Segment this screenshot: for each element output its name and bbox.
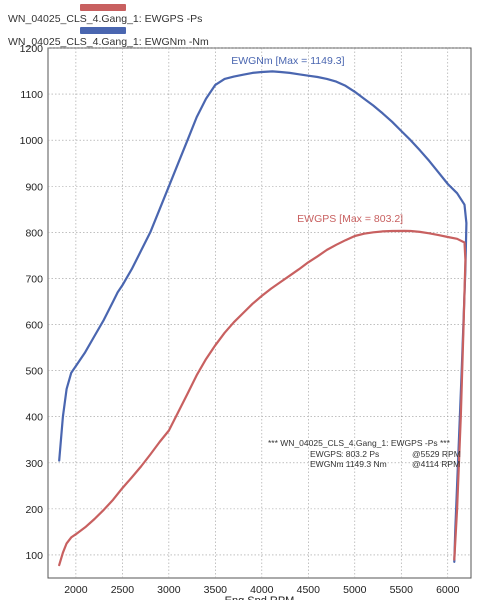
y-tick-label: 1000 (20, 135, 44, 147)
x-tick-label: 2500 (111, 584, 135, 596)
y-tick-label: 700 (25, 273, 43, 285)
x-tick-label: 2000 (64, 584, 88, 596)
y-tick-label: 500 (25, 366, 43, 378)
y-tick-label: 1100 (20, 89, 43, 101)
y-tick-label: 600 (25, 320, 43, 332)
stats-name-ewgps: EWGPS (310, 448, 342, 459)
stats-at-ewgps: @5529 RPM (412, 448, 461, 459)
stats-value-ewgps: : 803.2 Ps (341, 448, 380, 459)
x-tick-label: 5000 (343, 584, 367, 596)
y-tick-label: 200 (25, 504, 43, 516)
x-tick-label: 3000 (157, 584, 181, 596)
stats-box: *** WN_04025_CLS_4.Gang_1: EWGPS -Ps ***… (262, 438, 472, 470)
series-label-ewgnm: EWGNm [Max = 1149.3] (231, 55, 344, 67)
y-tick-label: 400 (25, 412, 43, 424)
y-tick-label: 1200 (20, 43, 44, 55)
stats-name-ewgnm: EWGNm (310, 459, 344, 469)
x-tick-label: 4000 (250, 584, 274, 596)
legend-swatch-ewgnm (80, 27, 126, 34)
legend-swatch-ewgps (80, 4, 126, 11)
x-axis-label: Eng Spd RPM (225, 595, 295, 600)
y-tick-label: 800 (25, 227, 43, 239)
y-tick-label: 300 (25, 458, 43, 470)
x-tick-label: 3500 (204, 584, 228, 596)
x-tick-label: 5500 (390, 584, 414, 596)
stats-value-ewgnm: : 1149.3 Nm (341, 459, 387, 469)
stats-row-ewgnm: EWGNm : 1149.3 Nm @4114 RPM (262, 459, 472, 470)
plot-frame (47, 47, 472, 579)
x-tick-label: 4500 (297, 584, 321, 596)
series-line-ewgps (58, 229, 467, 567)
y-tick-label: 100 (25, 550, 43, 562)
series-line-ewgnm (58, 70, 468, 563)
stats-row-ewgps: EWGPS : 803.2 Ps @5529 RPM (262, 449, 472, 460)
stats-at-ewgnm: @4114 RPM (412, 459, 461, 469)
x-tick-label: 6000 (436, 584, 460, 596)
series-label-ewgps: EWGPS [Max = 803.2] (297, 213, 403, 225)
legend: WN_04025_CLS_4.Gang_1: EWGPS -Ps WN_0402… (8, 0, 308, 48)
y-tick-label: 900 (25, 181, 43, 193)
legend-label-ewgps: WN_04025_CLS_4.Gang_1: EWGPS -Ps (8, 13, 203, 25)
legend-label-ewgnm: WN_04025_CLS_4.Gang_1: EWGNm -Nm (8, 36, 209, 48)
stats-title-row: *** WN_04025_CLS_4.Gang_1: EWGPS -Ps *** (262, 438, 472, 449)
stats-title: *** WN_04025_CLS_4.Gang_1: EWGPS -Ps *** (268, 438, 450, 448)
